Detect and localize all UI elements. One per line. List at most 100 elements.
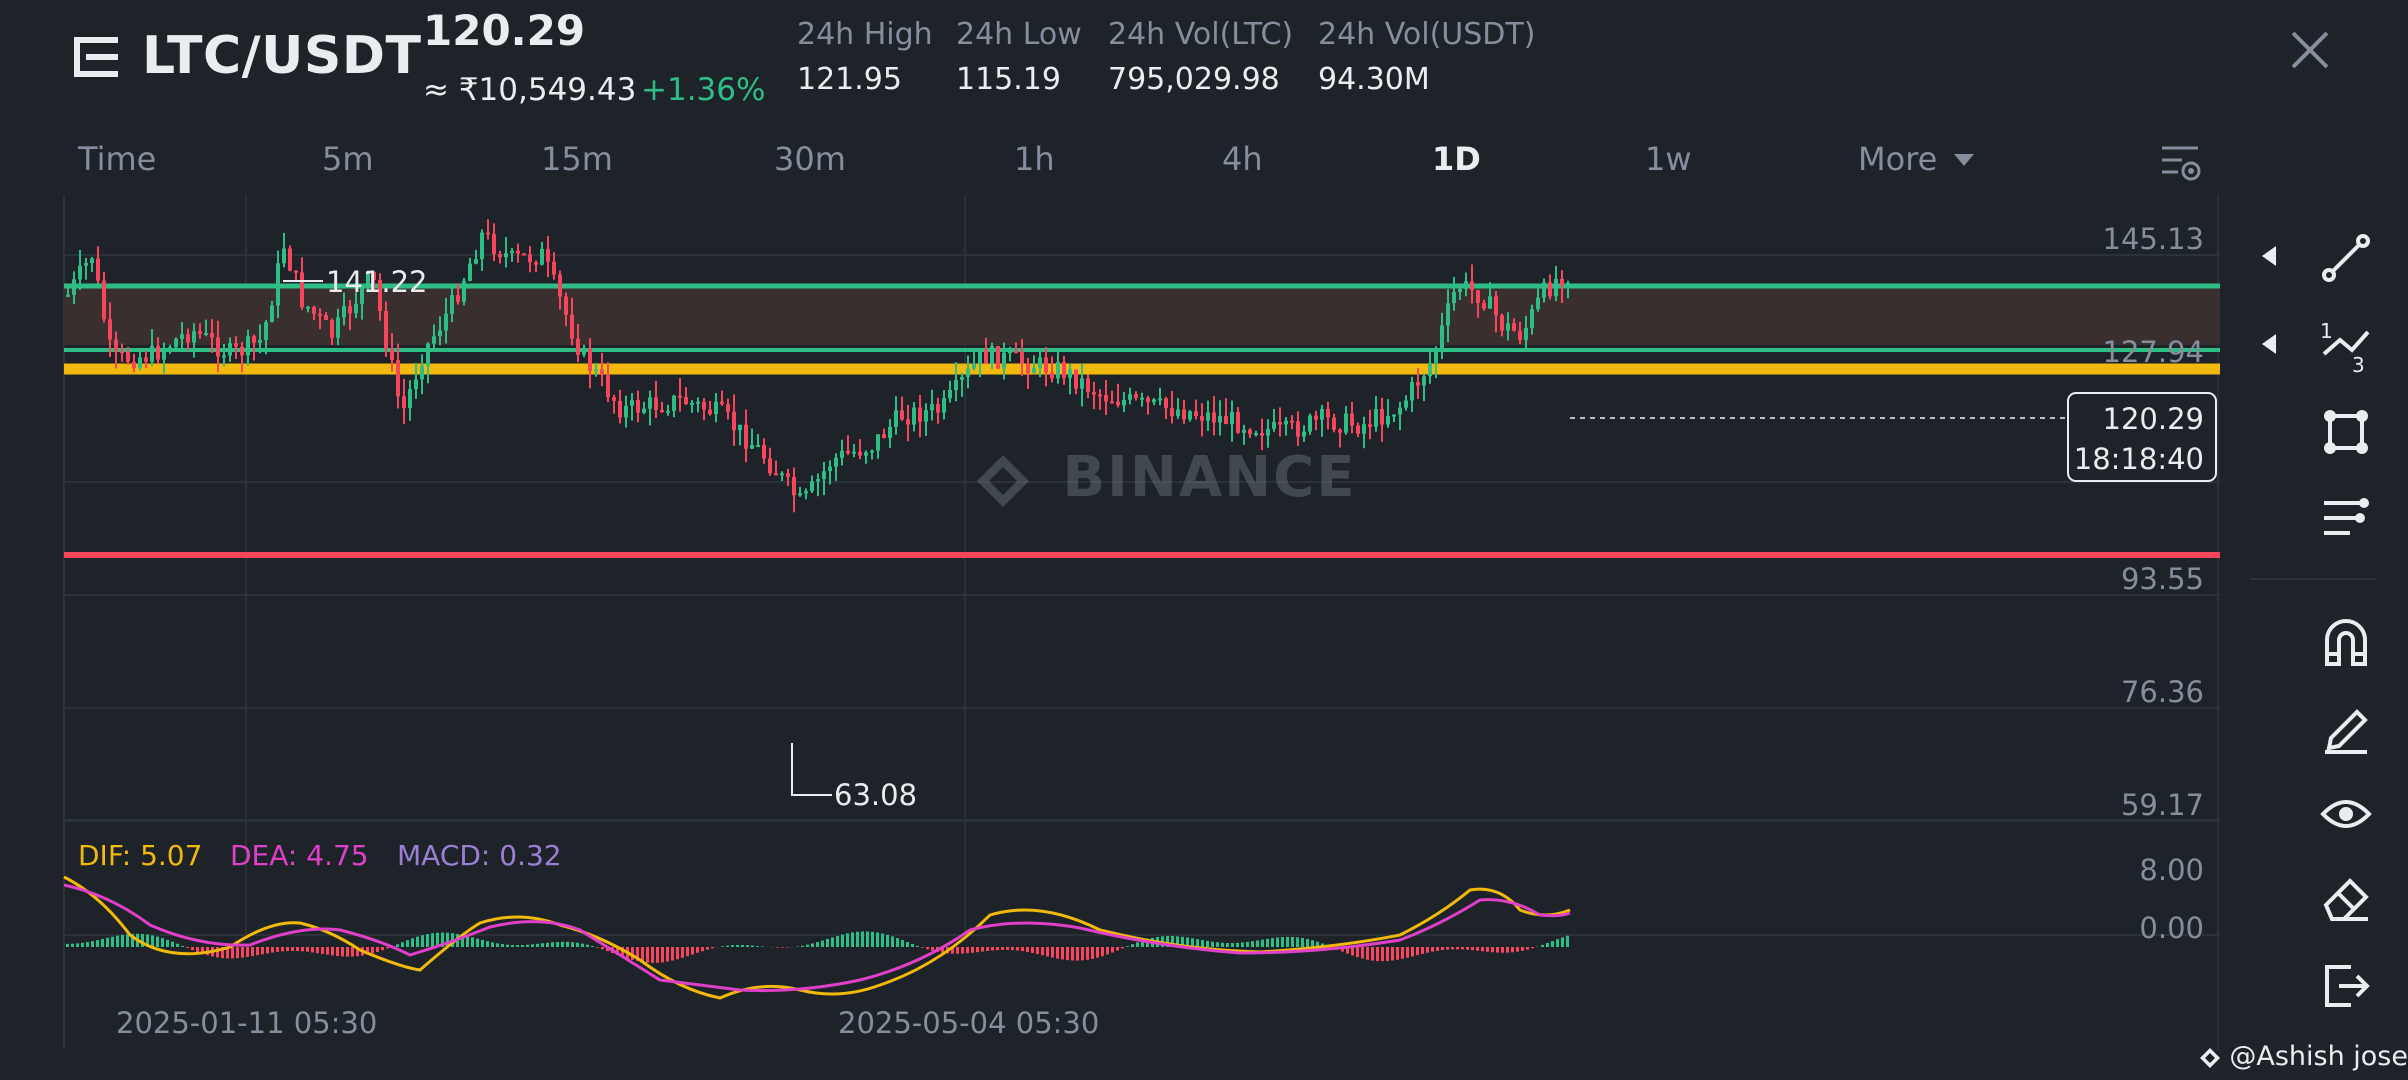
macd-bar — [1386, 947, 1389, 962]
macd-bar — [436, 932, 439, 947]
candle-body — [582, 348, 586, 355]
macd-bar — [161, 938, 164, 947]
candle-body — [858, 451, 862, 456]
candlestick-chart[interactable]: 145.13 127.94 93.55 76.36 59.17 141.22 6… — [0, 195, 2220, 1050]
macd-bar — [951, 947, 954, 954]
macd-bar — [381, 947, 384, 951]
macd-bar — [781, 947, 784, 948]
macd-bar — [1391, 947, 1394, 961]
magnet-tool[interactable] — [2310, 606, 2382, 678]
price-axis-label: 145.13 — [2103, 222, 2204, 256]
tab-30m[interactable]: 30m — [774, 140, 846, 178]
candle-body — [546, 248, 550, 262]
candle-body — [72, 279, 76, 295]
candle-body — [1296, 421, 1300, 437]
macd-bar — [1131, 944, 1134, 947]
candle-body — [942, 398, 946, 413]
tab-5m[interactable]: 5m — [322, 140, 374, 178]
macd-bar — [176, 943, 179, 947]
shape-tool[interactable] — [2310, 396, 2382, 468]
macd-bar — [646, 947, 649, 963]
author-credit-text: @Ashish jose — [2229, 1041, 2408, 1072]
candle-body — [120, 351, 124, 354]
candle-body — [210, 332, 214, 338]
macd-bar — [886, 934, 889, 947]
candle-body — [1554, 278, 1558, 297]
candle-body — [1410, 382, 1414, 401]
candle-body — [690, 402, 694, 405]
candle-body — [1134, 394, 1138, 398]
tab-more[interactable]: More — [1858, 140, 1974, 178]
candle-body — [1278, 422, 1282, 425]
macd-bar — [1316, 941, 1319, 947]
candle-body — [1050, 372, 1054, 379]
exit-tool[interactable] — [2310, 950, 2382, 1022]
macd-bar — [1246, 941, 1249, 947]
visibility-tool[interactable] — [2310, 778, 2382, 850]
macd-bar — [581, 943, 584, 947]
candle-body — [516, 250, 520, 254]
macd-bar — [376, 947, 379, 952]
chart-settings-icon[interactable] — [2160, 142, 2202, 186]
candle-body — [1440, 325, 1444, 350]
macd-bar — [296, 947, 299, 952]
trend-line-tool[interactable] — [2310, 222, 2382, 294]
eraser-tool[interactable] — [2310, 864, 2382, 936]
macd-bar — [1236, 942, 1239, 947]
macd-bar — [261, 947, 264, 955]
macd-bar — [1296, 937, 1299, 947]
macd-bar — [71, 943, 74, 947]
candle-body — [1014, 351, 1018, 354]
macd-bar — [601, 947, 604, 950]
expand-arrow-icon[interactable] — [2262, 334, 2276, 354]
macd-bar — [236, 947, 239, 959]
candle-body — [798, 493, 802, 496]
exit-icon — [2325, 965, 2370, 1007]
macd-bar — [1061, 947, 1064, 960]
candle-body — [1350, 413, 1354, 426]
candle-body — [1026, 363, 1030, 374]
tab-4h[interactable]: 4h — [1222, 140, 1263, 178]
macd-bar — [106, 937, 109, 947]
candle-body — [1386, 415, 1390, 425]
countdown-label: 18:18:40 — [2074, 442, 2204, 476]
stat-label-24h-high: 24h High — [797, 17, 933, 52]
candle-body — [264, 322, 268, 341]
macd-bar — [1086, 947, 1089, 960]
candle-body — [1356, 425, 1360, 434]
macd-bar — [1411, 947, 1414, 957]
expand-arrow-icon[interactable] — [2262, 246, 2276, 266]
candle-body — [1542, 282, 1546, 298]
macd-bar — [531, 944, 534, 947]
close-icon[interactable] — [2290, 30, 2330, 74]
parallel-lines-tool[interactable] — [2310, 482, 2382, 554]
candle-body — [684, 396, 688, 405]
macd-bar — [941, 947, 944, 953]
macd-bar — [1226, 942, 1229, 947]
candle-body — [240, 346, 244, 356]
macd-bar — [156, 936, 159, 947]
macd-bar — [1081, 947, 1084, 961]
tab-1w[interactable]: 1w — [1645, 140, 1692, 178]
date-axis-label: 2025-01-11 05:30 — [116, 1006, 377, 1040]
tab-1d[interactable]: 1D — [1432, 140, 1481, 178]
macd-bar — [246, 947, 249, 957]
draw-pen-tool[interactable] — [2310, 692, 2382, 764]
low-marker-label: 63.08 — [834, 778, 917, 812]
macd-bar — [326, 947, 329, 955]
tab-time[interactable]: Time — [78, 140, 157, 178]
candle-body — [84, 263, 88, 266]
menu-icon[interactable] — [74, 37, 122, 81]
candle-body — [498, 253, 502, 258]
macd-bar — [1526, 947, 1529, 950]
tab-15m[interactable]: 15m — [541, 140, 613, 178]
candle-body — [912, 407, 916, 425]
tab-1h[interactable]: 1h — [1014, 140, 1055, 178]
macd-bar — [1306, 938, 1309, 947]
candle-body — [1470, 281, 1474, 291]
macd-bar — [1356, 947, 1359, 958]
trading-pair[interactable]: LTC/USDT — [142, 26, 422, 86]
candle-body — [66, 294, 70, 297]
candle-body — [348, 306, 352, 314]
